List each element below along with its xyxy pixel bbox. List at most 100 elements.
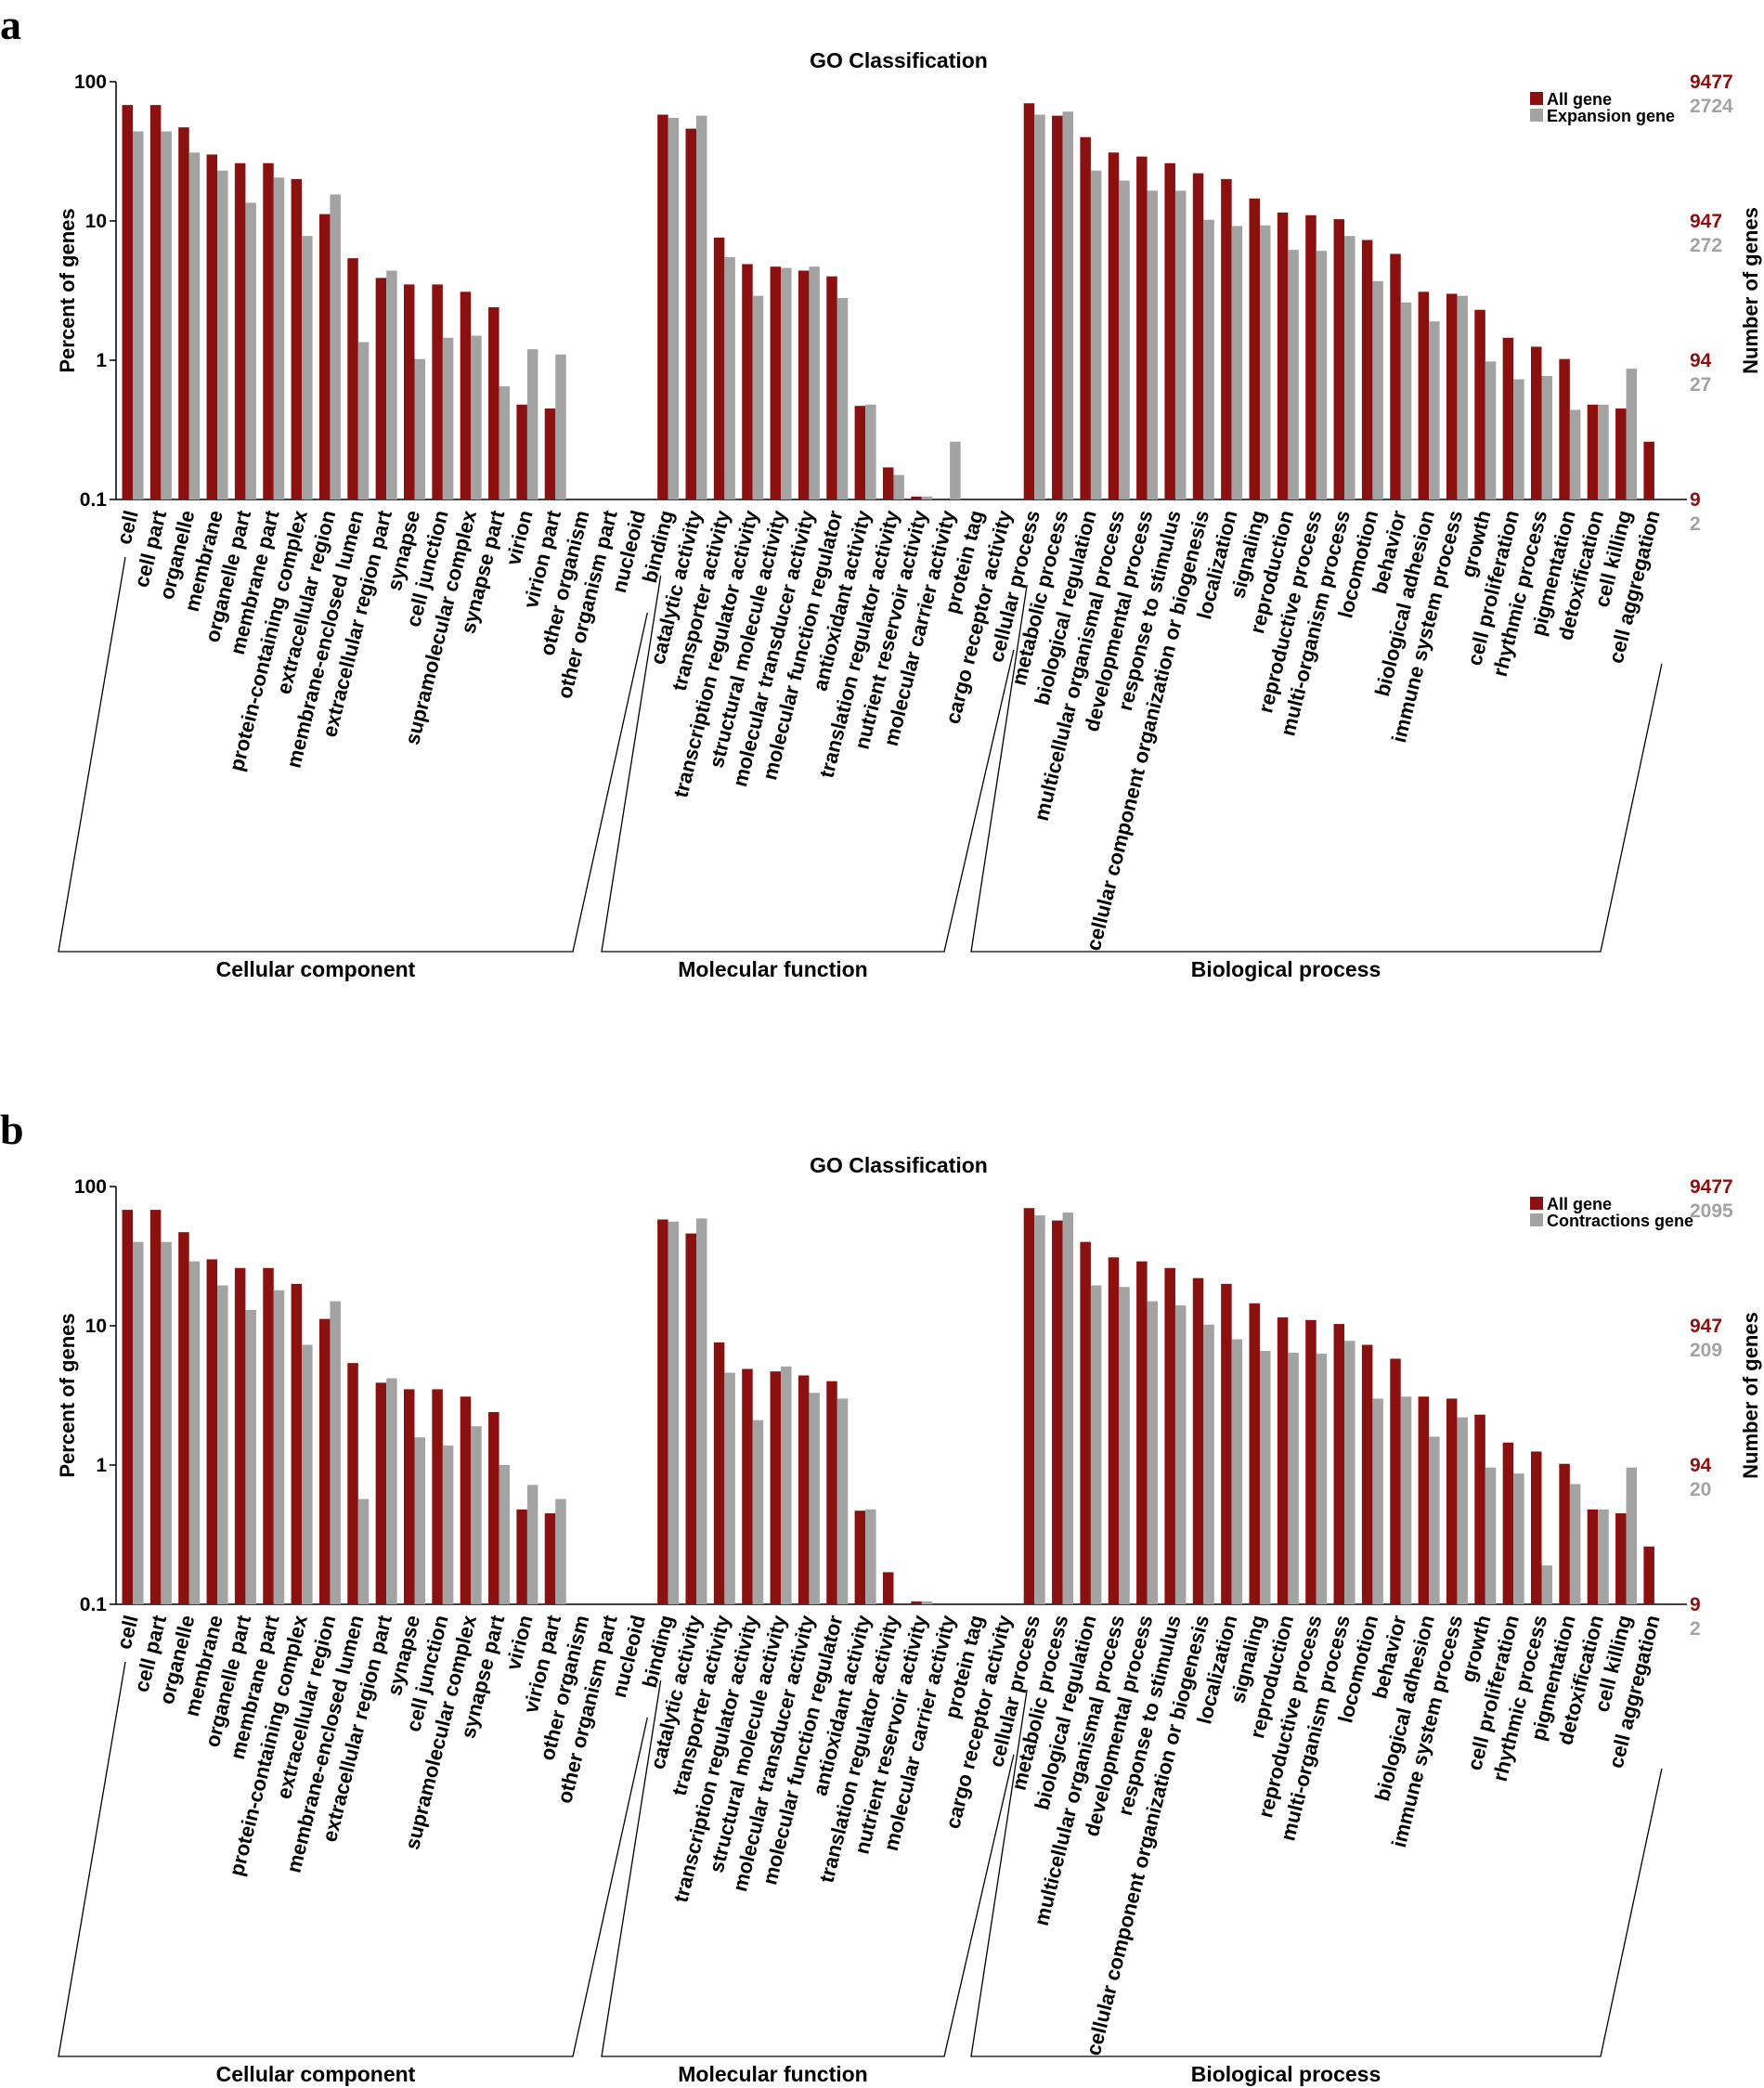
bar-secondary-gene bbox=[526, 349, 538, 499]
bar-secondary-gene bbox=[133, 131, 144, 499]
y-tick-label: 1 bbox=[96, 350, 107, 371]
bar-all-gene bbox=[1474, 309, 1485, 499]
bar-all-gene bbox=[263, 1267, 274, 1604]
group-label: Molecular function bbox=[678, 957, 867, 981]
y-tick-label: 1 bbox=[96, 1455, 107, 1476]
group-bracket bbox=[601, 1679, 1015, 2057]
y-axis-label: Percent of genes bbox=[56, 1313, 79, 1477]
bar-secondary-gene bbox=[302, 236, 313, 500]
bar-secondary-gene bbox=[809, 266, 820, 499]
bar-all-gene bbox=[1333, 1324, 1345, 1604]
bar-all-gene bbox=[1136, 1261, 1148, 1604]
bar-all-gene bbox=[685, 1233, 696, 1604]
bar-all-gene bbox=[122, 105, 133, 500]
bar-secondary-gene bbox=[1034, 1215, 1045, 1604]
bar-secondary-gene bbox=[1174, 1305, 1187, 1604]
bar-all-gene bbox=[882, 1572, 894, 1604]
y-tick-label: 0.1 bbox=[80, 489, 108, 511]
bar-all-gene bbox=[544, 1513, 556, 1604]
bar-secondary-gene bbox=[1174, 190, 1187, 499]
bar-secondary-gene bbox=[1541, 1565, 1552, 1604]
bar-all-gene bbox=[234, 1267, 246, 1604]
bar-all-gene bbox=[713, 1342, 725, 1604]
y2-axis-label: Number of genes bbox=[1739, 207, 1762, 374]
bar-all-gene bbox=[375, 1382, 387, 1604]
bar-secondary-gene bbox=[1485, 1467, 1497, 1604]
bar-secondary-gene bbox=[273, 177, 285, 499]
bar-all-gene bbox=[544, 409, 556, 499]
bar-secondary-gene bbox=[217, 170, 228, 499]
bar-secondary-gene bbox=[357, 1498, 370, 1604]
bar-secondary-gene bbox=[499, 1465, 511, 1604]
bar-all-gene bbox=[685, 128, 696, 500]
bar-secondary-gene bbox=[1429, 1436, 1440, 1604]
right-tick-secondary: 27 bbox=[1690, 374, 1711, 396]
bar-all-gene bbox=[798, 270, 810, 499]
bar-secondary-gene bbox=[752, 1420, 764, 1604]
bar-secondary-gene bbox=[1147, 190, 1159, 499]
bar-secondary-gene bbox=[555, 1498, 566, 1604]
bar-secondary-gene bbox=[1372, 280, 1383, 499]
bar-all-gene bbox=[742, 1368, 753, 1604]
bar-secondary-gene bbox=[1062, 111, 1074, 499]
bar-secondary-gene bbox=[668, 117, 680, 500]
bar-all-gene bbox=[460, 1396, 472, 1604]
bar-secondary-gene bbox=[330, 194, 341, 499]
bar-secondary-gene bbox=[1541, 376, 1552, 499]
bar-secondary-gene bbox=[555, 354, 566, 499]
bar-all-gene bbox=[882, 467, 894, 499]
bar-secondary-gene bbox=[696, 1218, 707, 1604]
group-label: Cellular component bbox=[216, 2062, 416, 2086]
bar-secondary-gene bbox=[188, 152, 201, 499]
bar-all-gene bbox=[1502, 1442, 1514, 1604]
bar-all-gene bbox=[1080, 1241, 1091, 1604]
bar-all-gene bbox=[234, 162, 246, 499]
bar-all-gene bbox=[657, 1219, 668, 1604]
y-axis-label: Percent of genes bbox=[56, 208, 79, 372]
bar-all-gene bbox=[1643, 1546, 1654, 1604]
bar-all-gene bbox=[263, 162, 274, 499]
bar-all-gene bbox=[206, 1259, 218, 1604]
bar-secondary-gene bbox=[1569, 1484, 1581, 1604]
group-label: Molecular function bbox=[678, 2062, 867, 2086]
bar-all-gene bbox=[770, 1371, 782, 1604]
bar-secondary-gene bbox=[526, 1485, 538, 1604]
bar-secondary-gene bbox=[1626, 369, 1638, 499]
bar-secondary-gene bbox=[1400, 302, 1412, 499]
bar-secondary-gene bbox=[1457, 1417, 1468, 1604]
bar-secondary-gene bbox=[302, 1344, 313, 1604]
bar-secondary-gene bbox=[1203, 1324, 1214, 1604]
bar-secondary-gene bbox=[809, 1393, 820, 1604]
bar-all-gene bbox=[404, 1389, 415, 1604]
bar-all-gene bbox=[1164, 162, 1175, 499]
bar-secondary-gene bbox=[357, 342, 370, 499]
bar-secondary-gene bbox=[781, 1366, 792, 1604]
bar-all-gene bbox=[149, 1210, 162, 1604]
bar-secondary-gene bbox=[471, 1426, 482, 1604]
chart-panel-a: a GO Classification 100 10 1 0.1 Percent of ge… bbox=[0, 1, 1762, 981]
bar-all-gene bbox=[1249, 1303, 1260, 1604]
bar-all-gene bbox=[178, 1232, 189, 1604]
y-tick-label: 10 bbox=[85, 1316, 107, 1337]
bar-all-gene bbox=[1361, 1344, 1373, 1604]
bar-secondary-gene bbox=[724, 256, 735, 499]
bar-secondary-gene bbox=[865, 404, 876, 499]
bar-all-gene bbox=[178, 127, 189, 500]
y-tick-label: 10 bbox=[85, 211, 107, 232]
group-bracket bbox=[970, 1689, 1663, 2057]
bar-secondary-gene bbox=[1429, 321, 1440, 499]
bar-all-gene bbox=[1080, 136, 1091, 500]
bar-secondary-gene bbox=[1288, 1353, 1299, 1604]
bar-secondary-gene bbox=[1090, 170, 1102, 499]
bar-secondary-gene bbox=[1513, 1473, 1524, 1604]
bar-secondary-gene bbox=[1400, 1396, 1412, 1604]
bar-secondary-gene bbox=[1119, 1287, 1130, 1604]
bar-all-gene bbox=[1221, 1283, 1232, 1604]
bar-all-gene bbox=[1221, 178, 1232, 499]
bar-all-gene bbox=[1136, 156, 1148, 499]
bar-secondary-gene bbox=[1598, 404, 1609, 499]
bar-all-gene bbox=[1418, 292, 1430, 499]
category-label: cell bbox=[112, 1613, 143, 1652]
right-tick-all: 9477 bbox=[1690, 1176, 1733, 1198]
